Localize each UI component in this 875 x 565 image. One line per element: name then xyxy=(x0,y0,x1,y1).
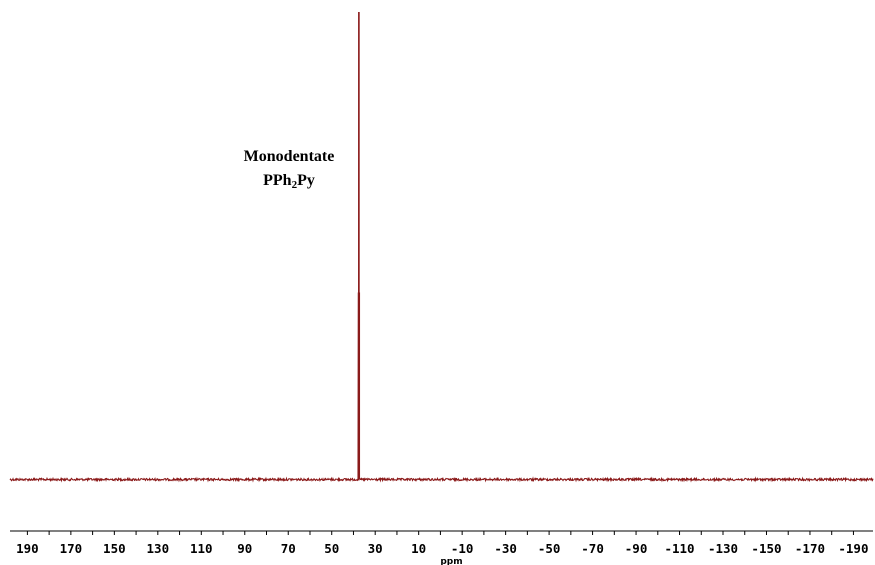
x-tick-label: 150 xyxy=(103,541,126,556)
x-tick-label: -170 xyxy=(795,541,825,556)
spectrum-layer xyxy=(9,11,874,483)
annotation-subscript: 2 xyxy=(292,179,298,191)
x-tick-label: -130 xyxy=(708,541,738,556)
x-tick-label: 110 xyxy=(190,541,213,556)
x-tick-label: 10 xyxy=(411,541,426,556)
annotation-text-part: PPh xyxy=(263,172,292,189)
x-axis: 190 170 150 130 110 90 70 50 30 10 -10 -30 -50 -70 -90… xyxy=(10,530,873,565)
x-tick-label: 130 xyxy=(147,541,170,556)
x-tick-label: -150 xyxy=(751,541,781,556)
x-tick-label: -110 xyxy=(664,541,694,556)
x-tick-label: -190 xyxy=(838,541,868,556)
x-tick-label: -50 xyxy=(538,541,561,556)
x-axis-ticks xyxy=(26,531,854,535)
x-tick-label: 170 xyxy=(60,541,83,556)
x-tick-label: 70 xyxy=(281,541,296,556)
x-axis-tick-labels: 190 170 150 130 110 90 70 50 30 10 -10 -30 -50 -70 -90… xyxy=(16,541,868,556)
annotation-pph2py: PPh2Py xyxy=(263,172,315,191)
annotation-text-part: Py xyxy=(297,172,315,189)
x-tick-label: 190 xyxy=(16,541,39,556)
x-tick-label: 50 xyxy=(324,541,339,556)
peak-annotation: Monodentate PPh2Py xyxy=(244,148,335,191)
x-tick-label: 30 xyxy=(368,541,383,556)
x-tick-label: -30 xyxy=(494,541,517,556)
x-tick-label: -70 xyxy=(581,541,604,556)
x-tick-label: -90 xyxy=(625,541,648,556)
x-axis-unit-label: ppm xyxy=(440,557,462,565)
annotation-monodentate: Monodentate xyxy=(244,148,335,165)
x-tick-label: 90 xyxy=(237,541,252,556)
x-tick-label: -10 xyxy=(451,541,474,556)
spectrum-trace xyxy=(9,11,874,483)
